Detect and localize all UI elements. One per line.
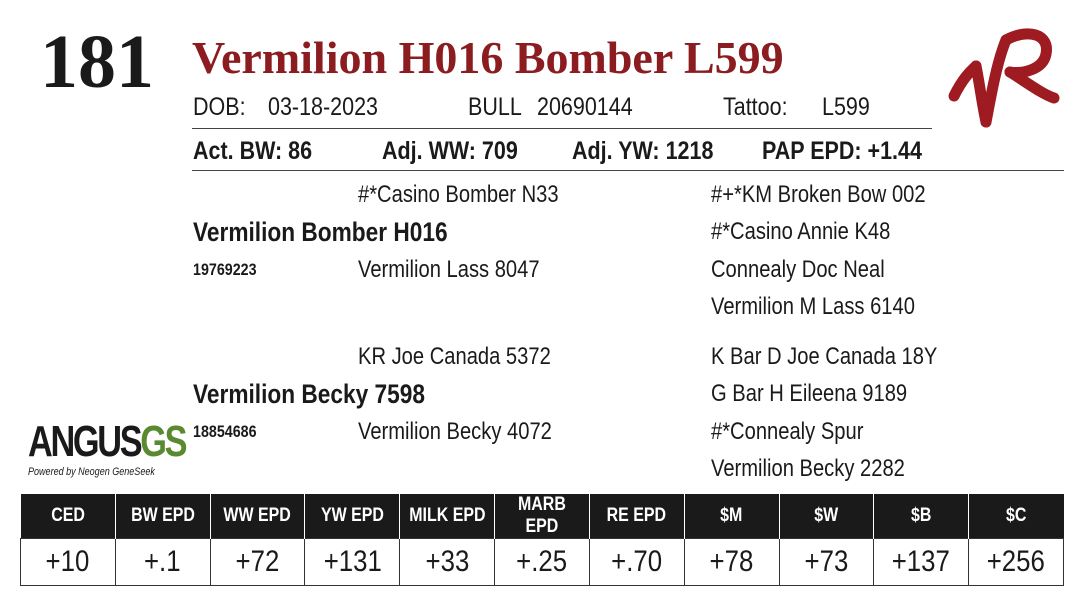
epd-value: +.1: [114, 538, 211, 586]
logo-tagline: Powered by Neogen GeneSeek: [28, 466, 155, 478]
epd-value: +256: [968, 538, 1064, 586]
dob-label: DOB:: [193, 93, 246, 121]
sire-dam-dam: Vermilion M Lass 6140: [711, 293, 915, 320]
epd-header: YW EPD: [304, 494, 400, 539]
epd-header: $M: [683, 494, 779, 539]
animal-name: Vermilion H016 Bomber L599: [192, 32, 784, 83]
adjusted-weaning-weight: Adj. WW: 709: [382, 137, 518, 165]
dam-sire: KR Joe Canada 5372: [358, 343, 551, 370]
epd-header: WW EPD: [209, 494, 305, 539]
sex-label: BULL: [468, 93, 522, 121]
epd-value-row: +10 +.1 +72 +131 +33 +.25 +.70 +78 +73 +…: [20, 538, 1064, 586]
epd-header: RE EPD: [588, 494, 685, 539]
epd-header: $B: [873, 494, 969, 539]
epd-value: +78: [683, 538, 780, 586]
divider-line: [192, 128, 932, 129]
lot-number: 181: [40, 20, 154, 104]
dam-registration: 18854686: [193, 422, 257, 441]
epd-header: $C: [968, 494, 1064, 539]
dob-value: 03-18-2023: [268, 93, 378, 121]
registration-number: 20690144: [537, 93, 633, 121]
actual-birth-weight: Act. BW: 86: [193, 137, 313, 165]
sire-sire: #*Casino Bomber N33: [358, 181, 559, 208]
epd-value: +33: [399, 538, 496, 586]
tattoo-value: L599: [822, 93, 870, 121]
epd-value: +72: [209, 538, 306, 586]
logo-gs: GS: [140, 417, 187, 466]
epd-value: +73: [778, 538, 875, 586]
sire-registration: 19769223: [193, 260, 257, 279]
sire-dam-sire: Connealy Doc Neal: [711, 256, 885, 283]
dam-dam-sire: #*Connealy Spur: [711, 418, 864, 445]
epd-header: CED: [20, 494, 116, 539]
epd-header: MILK EPD: [399, 494, 495, 539]
pap-epd: PAP EPD: +1.44: [762, 137, 922, 165]
epd-value: +137: [873, 538, 970, 586]
dam-sire-sire: K Bar D Joe Canada 18Y: [711, 343, 938, 370]
epd-header: BW EPD: [114, 494, 211, 539]
sire-dam: Vermilion Lass 8047: [358, 256, 540, 283]
logo-wordmark: ANGUSGS: [28, 417, 187, 466]
epd-header: MARB EPD: [494, 494, 590, 539]
sire-sire-sire: #+*KM Broken Bow 002: [711, 181, 926, 208]
epd-table: CED BW EPD WW EPD YW EPD MILK EPD MARB E…: [20, 494, 1064, 586]
dam-dam-dam: Vermilion Becky 2282: [711, 455, 905, 482]
dam-sire-dam: G Bar H Eileena 9189: [711, 380, 908, 407]
tattoo-label: Tattoo:: [723, 93, 788, 121]
sire-name: Vermilion Bomber H016: [193, 217, 448, 247]
epd-value: +.25: [494, 538, 590, 586]
logo-angus: ANGUS: [28, 417, 143, 466]
epd-value: +10: [20, 538, 116, 586]
sire-sire-dam: #*Casino Annie K48: [711, 218, 891, 245]
vr-brand-icon: [948, 28, 1060, 128]
epd-value: +.70: [588, 538, 685, 586]
divider-line: [192, 170, 1064, 171]
epd-value: +131: [304, 538, 401, 586]
dam-dam: Vermilion Becky 4072: [358, 418, 552, 445]
angus-gs-logo: ANGUSGS Powered by Neogen GeneSeek: [28, 417, 229, 479]
epd-header: $W: [778, 494, 874, 539]
epd-header-row: CED BW EPD WW EPD YW EPD MILK EPD MARB E…: [20, 494, 1064, 539]
dam-name: Vermilion Becky 7598: [193, 379, 425, 409]
adjusted-yearling-weight: Adj. YW: 1218: [572, 137, 714, 165]
